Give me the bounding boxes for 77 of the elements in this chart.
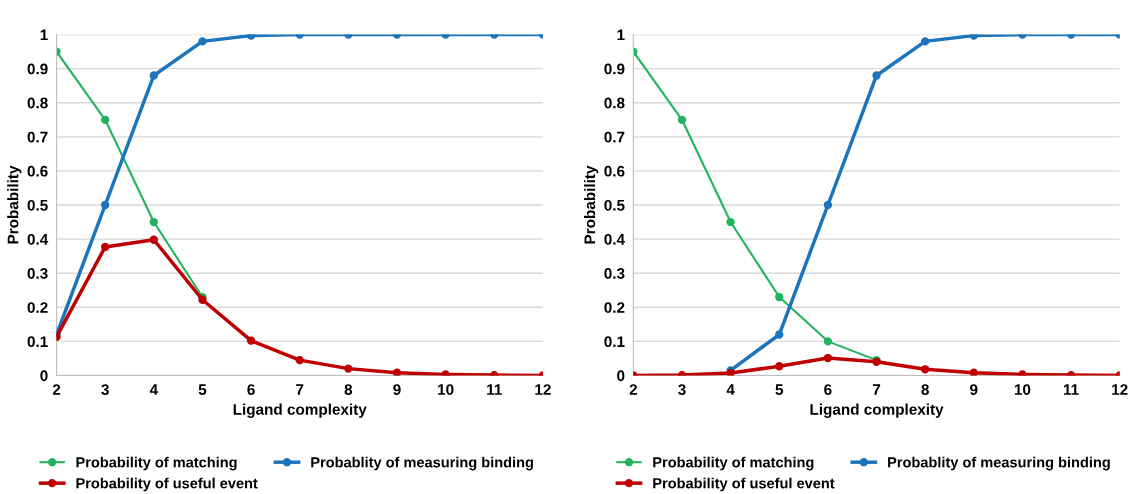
y-tick-label: 0.9 <box>604 63 625 75</box>
y-tick-label: 0.2 <box>27 302 48 313</box>
x-tick-label: 9 <box>393 384 401 395</box>
x-tick-label: 10 <box>438 384 454 395</box>
point <box>198 37 207 46</box>
x-tick-label: 9 <box>970 384 978 395</box>
y-tick-label: 0 <box>617 370 625 382</box>
x-tick-label: 6 <box>824 384 832 395</box>
point <box>101 200 110 210</box>
y-tick-label: 0.8 <box>604 97 625 109</box>
legend-label: Probability of matching <box>653 456 814 471</box>
legend-label: Probability of useful event <box>653 477 835 492</box>
point <box>149 217 158 227</box>
y-tick-label: 0.1 <box>27 336 48 348</box>
x-tick-label: 12 <box>1112 384 1128 395</box>
x-tick-label: 11 <box>1063 384 1079 395</box>
y-tick-label: 0.1 <box>604 336 625 348</box>
y-tick-label: 0.7 <box>27 131 48 143</box>
x-tick-label: 4 <box>726 384 735 395</box>
y-tick-label: 1 <box>617 29 625 41</box>
point <box>149 71 158 80</box>
x-tick-label: 8 <box>344 384 353 395</box>
y-tick-label: 0.6 <box>604 165 625 177</box>
y-tick-label: 0.3 <box>27 268 48 279</box>
point <box>920 37 930 46</box>
point <box>149 235 158 244</box>
point <box>823 337 833 346</box>
point <box>872 71 881 80</box>
point <box>969 368 978 376</box>
point <box>775 362 784 371</box>
x-tick-label: 10 <box>1014 384 1031 395</box>
legend-label: Probablity of measuring binding <box>888 456 1110 471</box>
y-axis-title: Probability <box>583 165 599 244</box>
point <box>246 336 256 345</box>
y-tick-label: 0.7 <box>604 131 625 143</box>
legend-label: Probablity of measuring binding <box>311 456 533 471</box>
y-tick-label: 0 <box>40 370 48 382</box>
x-tick-label: 11 <box>487 384 502 395</box>
y-tick-label: 0.2 <box>604 302 625 313</box>
x-tick-label: 7 <box>872 384 881 395</box>
x-tick-label: 6 <box>247 384 255 395</box>
x-tick-label: 5 <box>198 384 207 395</box>
point <box>920 365 930 374</box>
y-tick-label: 0.6 <box>27 165 48 177</box>
y-tick-label: 0.5 <box>27 199 48 211</box>
y-tick-label: 0.8 <box>27 97 48 109</box>
legend-label: Probability of useful event <box>76 477 258 492</box>
point <box>344 364 353 373</box>
x-tick-label: 3 <box>678 384 686 396</box>
x-tick-label: 7 <box>296 384 304 395</box>
y-tick-label: 0.4 <box>27 233 49 245</box>
point <box>392 368 402 376</box>
point <box>101 242 110 252</box>
x-tick-label: 2 <box>52 384 61 395</box>
point <box>775 330 784 339</box>
x-tick-label: 4 <box>149 384 158 395</box>
x-axis-title: Ligand complexity <box>810 403 944 418</box>
point <box>823 353 833 363</box>
x-tick-label: 2 <box>629 384 637 395</box>
x-tick-label: 5 <box>775 384 784 395</box>
y-tick-label: 0.9 <box>27 63 48 75</box>
point <box>726 217 735 227</box>
x-tick-label: 8 <box>921 384 929 395</box>
x-axis-title: Ligand complexity <box>233 403 367 418</box>
y-tick-label: 0.4 <box>604 233 625 245</box>
x-tick-label: 3 <box>101 384 109 396</box>
point <box>677 115 687 124</box>
y-axis-title: Probability <box>7 165 22 244</box>
point <box>295 355 304 365</box>
point <box>775 292 784 302</box>
point <box>823 200 833 210</box>
legend-label: Probability of matching <box>76 456 237 471</box>
x-tick-label: 12 <box>535 384 551 395</box>
y-tick-label: 0.5 <box>604 199 625 211</box>
y-tick-label: 0.3 <box>604 268 625 279</box>
point <box>101 115 110 124</box>
y-tick-label: 1 <box>40 29 48 41</box>
